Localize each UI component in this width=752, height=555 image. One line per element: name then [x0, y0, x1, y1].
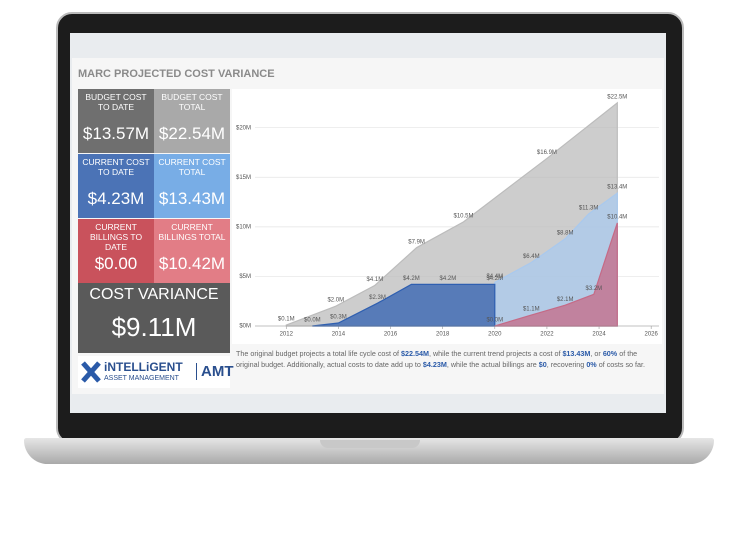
data-label: $2.3M [369, 295, 386, 301]
y-tick-label: $0M [239, 324, 251, 330]
logo-icon [81, 361, 101, 383]
x-tick-label: 2012 [280, 332, 294, 338]
chart: $0M $5M $10M $15M $20M 2012 2014 2016 2018 2020 20… [232, 89, 662, 344]
kpi-value: $0.00 [94, 254, 138, 273]
x-tick-label: 2020 [488, 332, 502, 338]
variance-tile: COST VARIANCE $9.11M [78, 283, 230, 353]
summary-text: of costs so far. [596, 360, 646, 369]
data-label: $10.5M [454, 213, 474, 219]
series-area [312, 283, 496, 327]
y-tick-label: $15M [236, 175, 251, 181]
data-label: $0.1M [278, 317, 295, 323]
logo-short: AMT [196, 363, 234, 380]
y-tick-label: $5M [239, 274, 251, 280]
kpi-tile: CURRENT BILLINGS TO DATE $0.00 [78, 219, 154, 283]
data-label: $8.8M [557, 230, 574, 236]
variance-label: COST VARIANCE [89, 286, 219, 303]
summary-highlight: 60% [602, 349, 618, 358]
x-tick-label: 2016 [384, 332, 398, 338]
dashboard-title: MARC PROJECTED COST VARIANCE [78, 68, 275, 80]
data-label: $4.4M [486, 274, 503, 280]
summary: The original budget projects a total lif… [236, 348, 660, 370]
kpi-label: BUDGET COST TO DATE [85, 92, 147, 112]
data-label: $4.2M [486, 276, 503, 282]
kpi-value: $22.54M [158, 124, 226, 143]
kpi-label: CURRENT COST TO DATE [82, 157, 150, 177]
kpi-label: BUDGET COST TOTAL [161, 92, 223, 112]
x-tick-label: 2022 [540, 332, 554, 338]
x-tick-label: 2018 [436, 332, 450, 338]
x-tick-label: 2024 [592, 332, 606, 338]
data-label: $0.0M [304, 318, 321, 324]
kpi-value: $10.42M [158, 254, 226, 273]
x-tick-label: 2014 [332, 332, 346, 338]
y-tick-label: $20M [236, 125, 251, 131]
logo-subtitle: ASSET MANAGEMENT [104, 375, 179, 382]
data-label: $4.2M [403, 276, 420, 282]
summary-text: , while the actual billings are [446, 360, 539, 369]
kpi-label: CURRENT BILLINGS TOTAL [158, 222, 226, 242]
kpi-tile: CURRENT COST TOTAL $13.43M [154, 154, 230, 218]
variance-value: $9.11M [111, 312, 197, 342]
laptop-notch [320, 440, 420, 448]
data-label: $7.9M [408, 239, 425, 245]
kpi-label: CURRENT BILLINGS TO DATE [89, 222, 143, 252]
logo: iNTELLiGENT ASSET MANAGEMENT AMT [78, 356, 234, 388]
x-tick-label: 2026 [645, 332, 659, 338]
logo-name: iNTELLiGENT [104, 360, 183, 374]
kpi-tile: CURRENT COST TO DATE $4.23M [78, 154, 154, 218]
kpi-value: $13.43M [158, 189, 226, 208]
summary-highlight: $0 [538, 360, 547, 369]
summary-text: , recovering [546, 360, 587, 369]
data-label: $22.5M [607, 94, 627, 100]
kpi-tile: BUDGET COST TOTAL $22.54M [154, 89, 230, 153]
summary-highlight: $22.54M [401, 349, 429, 358]
data-label: $1.1M [523, 307, 540, 313]
summary-highlight: $4.23M [422, 360, 447, 369]
data-label: $6.4M [523, 254, 540, 260]
kpi-tile: BUDGET COST TO DATE $13.57M [78, 89, 154, 153]
kpi-label: CURRENT COST TOTAL [158, 157, 226, 177]
data-label: $10.4M [607, 214, 627, 220]
summary-text: of the original budget. Additionally, ac… [236, 349, 638, 369]
data-label: $13.4M [607, 185, 627, 191]
data-label: $2.0M [327, 298, 344, 304]
y-tick-label: $10M [236, 224, 251, 230]
data-label: $4.1M [367, 277, 384, 283]
data-label: $0.3M [330, 315, 347, 321]
kpi-value: $4.23M [87, 189, 145, 208]
summary-text: The original budget projects a total lif… [236, 349, 402, 358]
summary-highlight: 0% [586, 360, 597, 369]
data-label: $0.0M [486, 318, 503, 324]
kpi-value: $13.57M [82, 124, 150, 143]
data-label: $4.2M [440, 276, 457, 282]
data-label: $11.3M [579, 206, 599, 212]
summary-text: , or [590, 349, 603, 358]
data-label: $16.9M [537, 150, 557, 156]
data-label: $3.2M [585, 286, 602, 292]
summary-text: , while the current trend projects a cos… [429, 349, 563, 358]
summary-highlight: $13.43M [562, 349, 591, 358]
kpi-tile: CURRENT BILLINGS TOTAL $10.42M [154, 219, 230, 283]
data-label: $2.1M [557, 297, 574, 303]
